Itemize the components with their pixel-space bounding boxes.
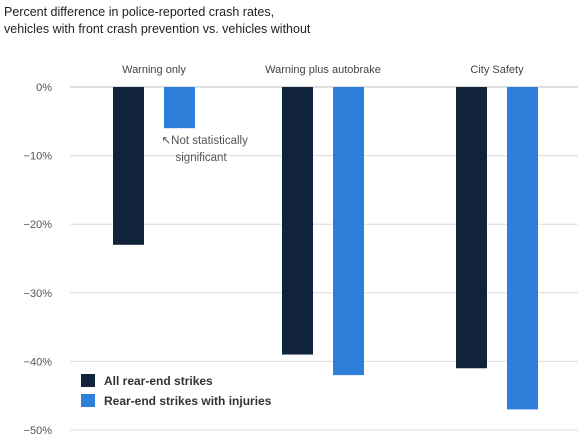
annotation-text: significant [176,152,228,164]
y-tick-label: −30% [24,288,53,300]
y-tick-label: −20% [24,219,53,231]
legend-label: All rear-end strikes [104,374,213,388]
bar [282,87,313,355]
y-axis-ticks: 0% −10% −20% −30% −40% −50% [24,82,53,437]
y-tick-label: 0% [36,82,52,94]
annotation-text: ↖Not statistically [162,135,249,147]
legend: All rear-end strikes Rear-end strikes wit… [81,374,272,408]
y-tick-label: −50% [24,425,53,437]
category-label: City Safety [470,64,524,76]
y-tick-label: −10% [24,151,53,163]
chart-title-line-2: vehicles with front crash prevention vs.… [4,22,311,36]
category-label: Warning plus autobrake [265,64,381,76]
bars [113,87,538,410]
chart-title: Percent difference in police-reported cr… [4,4,564,38]
bar [113,87,144,245]
annotation: ↖Not statistically significant [162,135,249,164]
bar [333,87,364,376]
category-label: Warning only [122,64,186,76]
chart-title-line-1: Percent difference in police-reported cr… [4,5,275,19]
category-labels: Warning only Warning plus autobrake City S… [122,64,524,76]
bar [456,87,487,369]
legend-swatch [81,374,95,387]
gridlines [70,86,578,431]
y-tick-label: −40% [24,356,53,368]
bar [507,87,538,410]
legend-swatch [81,394,95,407]
legend-label: Rear-end strikes with injuries [104,394,272,408]
bar [164,87,195,129]
